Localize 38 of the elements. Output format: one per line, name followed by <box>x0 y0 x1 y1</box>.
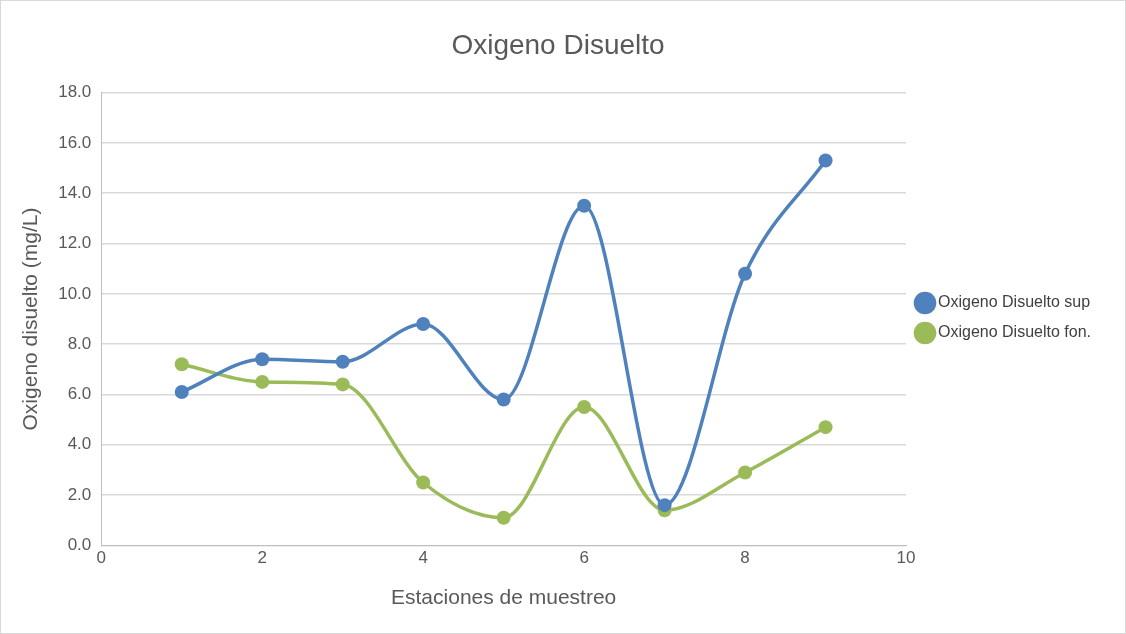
y-tick-label: 6.0 <box>67 384 92 404</box>
y-tick-label: 18.0 <box>58 82 92 102</box>
x-tick-label: 8 <box>740 548 750 568</box>
point <box>335 354 350 369</box>
point <box>174 357 189 372</box>
point <box>738 465 753 480</box>
y-tick-label: 4.0 <box>67 434 92 454</box>
point <box>335 377 350 392</box>
chart-title: Oxigeno Disuelto <box>451 28 665 60</box>
point <box>577 198 592 213</box>
y-tick-label: 12.0 <box>58 233 92 253</box>
point <box>657 498 672 513</box>
legend-label: Oxigeno Disuelto fon. <box>938 323 1092 341</box>
x-tick-label: 0 <box>96 548 107 568</box>
y-tick-label: 10.0 <box>58 283 92 303</box>
x-axis-title: Estaciones de muestreo <box>391 585 617 609</box>
x-tick-label: 4 <box>418 548 428 568</box>
x-tick-label: 10 <box>896 548 916 568</box>
y-tick-label: 8.0 <box>67 333 92 353</box>
point <box>255 374 270 389</box>
point <box>738 266 753 281</box>
legend-label: Oxigeno Disuelto sup <box>938 293 1091 311</box>
x-tick-label: 2 <box>257 548 267 568</box>
y-tick-label: 16.0 <box>58 132 92 152</box>
y-axis-title: Oxigeno disuelto (mg/L) <box>18 207 42 431</box>
point <box>577 400 592 415</box>
y-tick-label: 0.0 <box>67 535 92 555</box>
x-tick-label: 6 <box>579 548 589 568</box>
point <box>496 392 511 407</box>
point <box>416 317 431 332</box>
point <box>416 475 431 490</box>
y-tick-label: 2.0 <box>67 484 92 504</box>
point <box>174 384 189 399</box>
point <box>255 352 270 367</box>
y-tick-label: 14.0 <box>58 182 92 202</box>
point <box>818 153 833 168</box>
point <box>496 510 511 525</box>
point <box>818 420 833 435</box>
